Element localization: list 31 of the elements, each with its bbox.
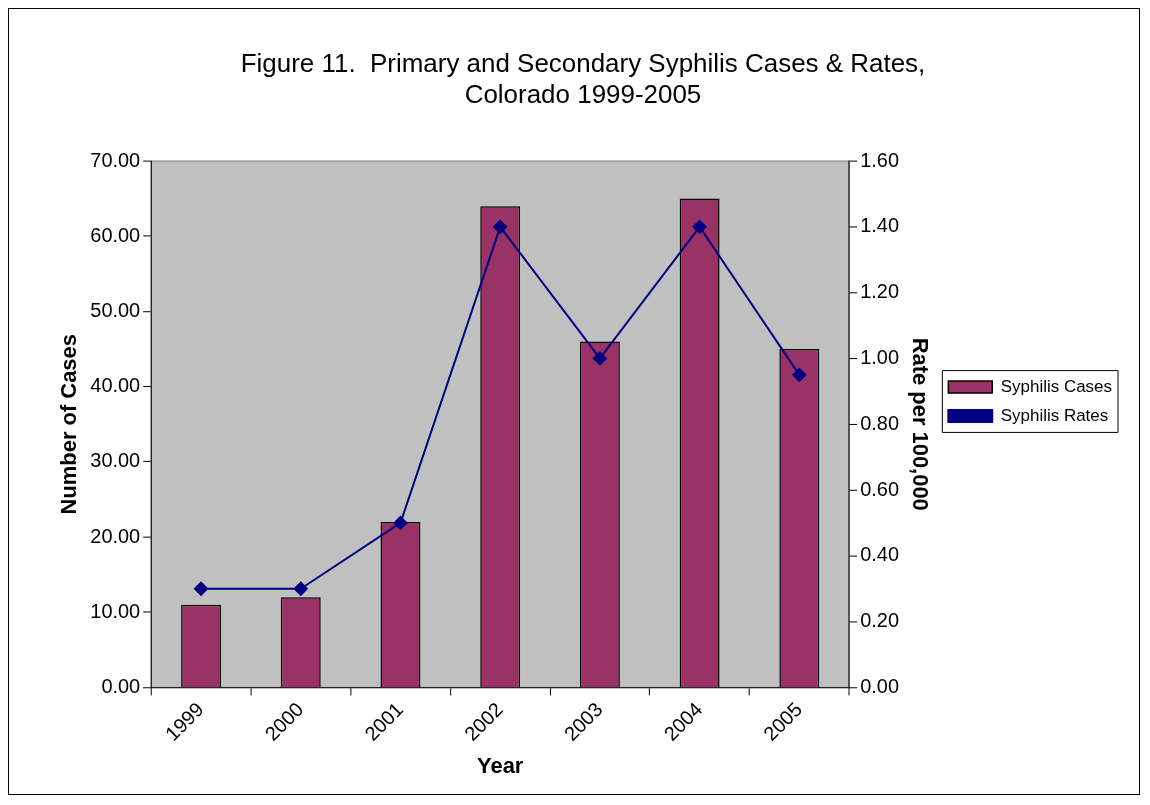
y-tick-label: 60.00 (90, 223, 141, 246)
y-tick-label: 0.00 (101, 674, 141, 697)
y2-tick-label: 1.40 (860, 214, 899, 237)
y2-tick-label: 0.00 (860, 674, 899, 697)
y2-tick-label: 0.60 (860, 477, 899, 500)
y-tick-label: 70.00 (90, 148, 141, 171)
y2-tick-label: 0.20 (860, 609, 899, 632)
y-tick-label: 20.00 (90, 524, 141, 547)
y-tick-label: 50.00 (90, 298, 141, 321)
point (592, 351, 607, 366)
y2-axis-title: Rate per 100,000 (908, 337, 934, 511)
point (792, 367, 807, 382)
y-tick-label: 30.00 (90, 449, 141, 472)
text: Colorado 1999-2005 (464, 79, 702, 108)
point (692, 219, 707, 234)
x-axis-title: Year (477, 752, 524, 778)
point (493, 219, 508, 234)
y-axis-title: Number of Cases (56, 334, 82, 515)
y2-tick-label: 1.60 (860, 148, 899, 171)
y2-tick-label: 1.20 (860, 280, 899, 303)
legend-label: Syphilis Rates (1000, 405, 1109, 425)
point (194, 581, 209, 596)
y2-tick-label: 0.40 (860, 543, 899, 566)
text: Figure 11. Primary and Secondary Syphilis Cases & Rates, (240, 48, 926, 77)
point (293, 581, 308, 596)
y2-tick-label: 1.00 (860, 345, 899, 368)
legend-label: Syphilis Cases (1000, 376, 1112, 396)
y-tick-label: 40.00 (90, 374, 141, 397)
y2-tick-label: 0.80 (860, 411, 899, 434)
y-tick-label: 10.00 (90, 599, 141, 622)
point (393, 515, 408, 530)
